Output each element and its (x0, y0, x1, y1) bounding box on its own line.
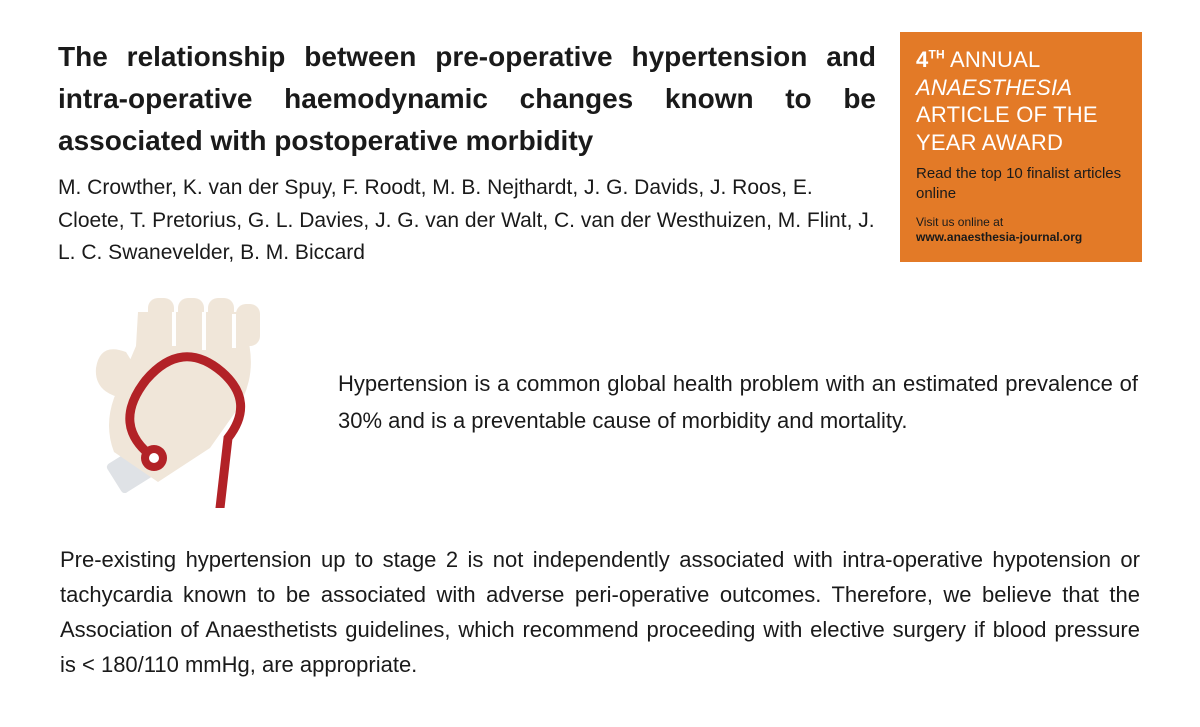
award-subtext: Read the top 10 finalist articles online (916, 164, 1126, 205)
award-line4: YEAR AWARD (916, 130, 1063, 155)
award-ordinal-suffix: TH (928, 48, 944, 62)
hand-blood-pressure-icon (50, 298, 290, 508)
award-line3: ARTICLE OF THE (916, 102, 1098, 127)
award-url: www.anaesthesia-journal.org (916, 230, 1082, 244)
award-journal-name: ANAESTHESIA (916, 75, 1072, 100)
award-url-block: Visit us online at www.anaesthesia-journ… (916, 215, 1126, 246)
article-title: The relationship between pre-operative h… (58, 36, 876, 162)
header-row: The relationship between pre-operative h… (58, 36, 1142, 270)
award-badge: 4TH ANNUAL ANAESTHESIA ARTICLE OF THE YE… (900, 32, 1142, 262)
intro-paragraph: Hypertension is a common global health p… (338, 366, 1142, 439)
mid-row: Hypertension is a common global health p… (58, 298, 1142, 508)
award-visit-prefix: Visit us online at (916, 215, 1003, 229)
author-list: M. Crowther, K. van der Spuy, F. Roodt, … (58, 172, 876, 270)
award-line1-rest: ANNUAL (945, 47, 1041, 72)
award-ordinal: 4 (916, 47, 928, 72)
conclusion-paragraph: Pre-existing hypertension up to stage 2 … (58, 542, 1142, 683)
award-heading: 4TH ANNUAL ANAESTHESIA ARTICLE OF THE YE… (916, 46, 1126, 156)
header-block: The relationship between pre-operative h… (58, 36, 876, 270)
